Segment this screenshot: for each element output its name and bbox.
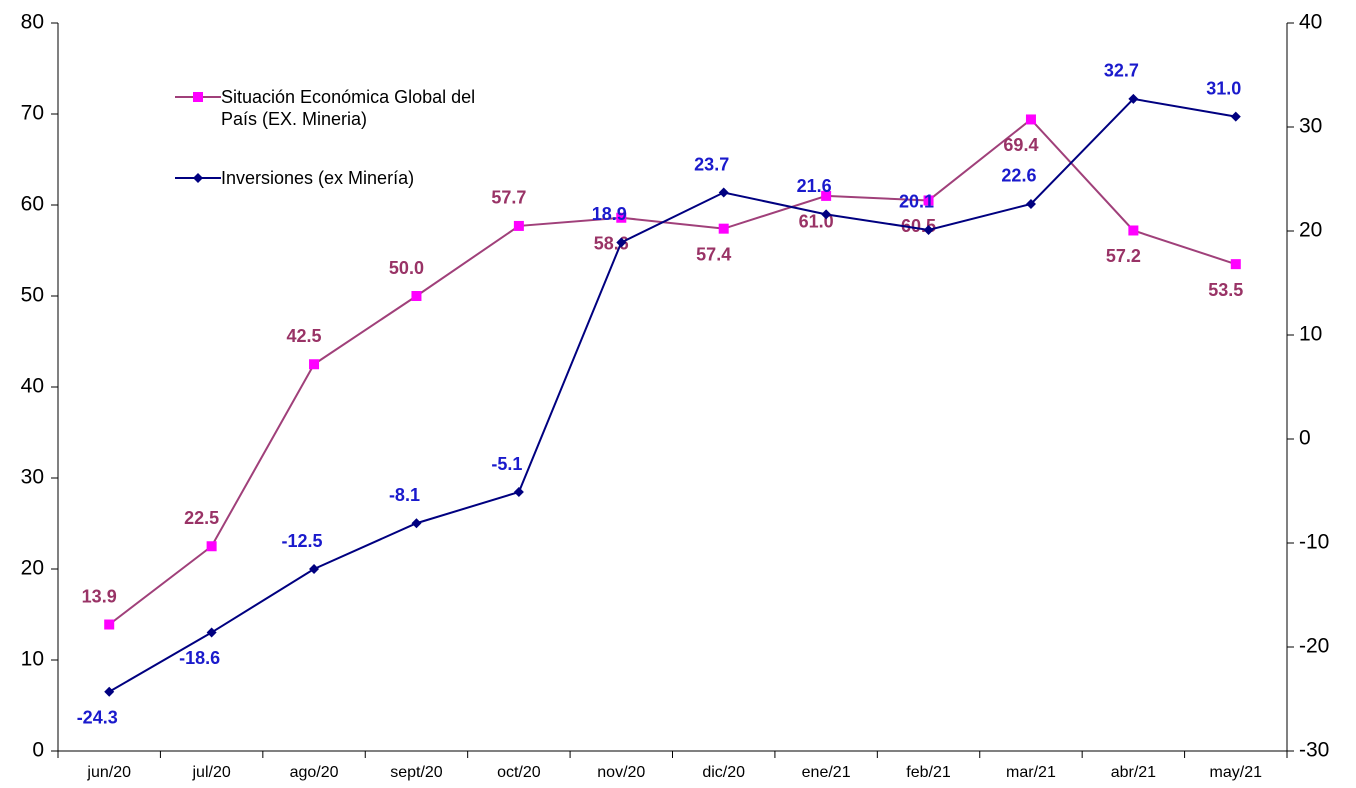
data-label: 31.0 — [1206, 78, 1241, 98]
x-tick-label: nov/20 — [597, 764, 645, 781]
x-tick-label: feb/21 — [906, 764, 951, 781]
y-tick-label: 70 — [21, 102, 44, 125]
y2-tick-label: 20 — [1299, 219, 1322, 242]
x-tick-label: dic/20 — [702, 764, 745, 781]
data-label: 20.1 — [899, 192, 934, 212]
data-label: 22.5 — [184, 508, 219, 528]
data-label: 42.5 — [287, 326, 322, 346]
y2-tick-label: 40 — [1299, 11, 1322, 34]
data-label: -18.6 — [179, 648, 220, 668]
marker — [206, 541, 217, 552]
marker — [309, 359, 320, 370]
marker — [513, 487, 524, 498]
data-label: 13.9 — [82, 586, 117, 606]
y-tick-label: 20 — [21, 557, 44, 580]
marker — [1128, 225, 1139, 236]
data-label: 18.9 — [592, 204, 627, 224]
marker — [923, 195, 934, 206]
data-label: -5.1 — [491, 454, 522, 474]
y-tick-label: 40 — [21, 375, 44, 398]
x-tick-label: sept/20 — [390, 764, 443, 781]
x-tick-label: jul/20 — [192, 764, 231, 781]
data-label: 50.0 — [389, 258, 424, 278]
data-label: 22.6 — [1001, 166, 1036, 186]
marker — [104, 686, 115, 697]
marker — [821, 209, 832, 220]
x-tick-label: ago/20 — [290, 764, 339, 781]
legend-label: Situación Económica Global del País (EX.… — [221, 87, 476, 129]
marker — [616, 237, 627, 248]
y-tick-label: 80 — [21, 11, 44, 34]
y2-tick-label: -20 — [1299, 635, 1329, 658]
marker — [923, 224, 934, 235]
series-line — [108, 118, 1237, 626]
y-tick-label: 50 — [21, 284, 44, 307]
marker — [411, 291, 422, 301]
y-tick-label: 30 — [21, 466, 44, 489]
y2-tick-label: -30 — [1299, 739, 1329, 762]
marker — [1025, 198, 1036, 209]
marker — [616, 212, 627, 223]
x-tick-label: mar/21 — [1006, 764, 1056, 781]
marker — [309, 564, 320, 574]
series-line — [108, 97, 1236, 693]
marker — [1230, 259, 1241, 270]
y2-tick-label: 10 — [1299, 323, 1322, 346]
data-label: 69.4 — [1003, 135, 1038, 155]
data-label: -12.5 — [282, 531, 323, 551]
data-label: -8.1 — [389, 485, 420, 505]
legend-marker — [175, 92, 221, 102]
legend-entry: Situación Económica Global del País (EX.… — [175, 86, 511, 130]
y2-tick-label: -10 — [1299, 531, 1329, 554]
x-tick-label: abr/21 — [1111, 764, 1156, 781]
legend-marker — [175, 173, 221, 183]
marker — [718, 223, 729, 234]
y2-tick-label: 30 — [1299, 115, 1322, 138]
x-tick-label: ene/21 — [802, 764, 851, 781]
y-tick-label: 60 — [21, 193, 44, 216]
x-tick-label: oct/20 — [497, 764, 541, 781]
marker — [206, 627, 217, 638]
y-tick-label: 0 — [32, 739, 44, 762]
data-label: 53.5 — [1208, 280, 1243, 300]
data-label: 58.6 — [594, 233, 629, 253]
marker — [718, 187, 729, 198]
data-label: 57.7 — [491, 188, 526, 208]
y2-tick-label: 0 — [1299, 427, 1311, 450]
marker — [1128, 93, 1139, 104]
data-label: -24.3 — [77, 707, 118, 727]
y-tick-label: 10 — [21, 648, 44, 671]
data-label: 57.4 — [696, 244, 731, 264]
x-tick-label: may/21 — [1210, 764, 1263, 781]
marker — [821, 190, 832, 201]
data-label: 32.7 — [1104, 61, 1139, 81]
marker — [104, 619, 115, 630]
marker — [411, 518, 422, 529]
data-label: 21.6 — [797, 176, 832, 196]
data-label: 23.7 — [694, 154, 729, 174]
marker — [1230, 111, 1241, 122]
legend-entry: Inversiones (ex Minería) — [175, 167, 414, 189]
data-label: 57.2 — [1106, 246, 1141, 266]
x-tick-label: jun/20 — [86, 764, 131, 781]
marker — [1025, 114, 1036, 125]
marker — [513, 220, 524, 231]
legend-label: Inversiones (ex Minería) — [221, 168, 415, 188]
